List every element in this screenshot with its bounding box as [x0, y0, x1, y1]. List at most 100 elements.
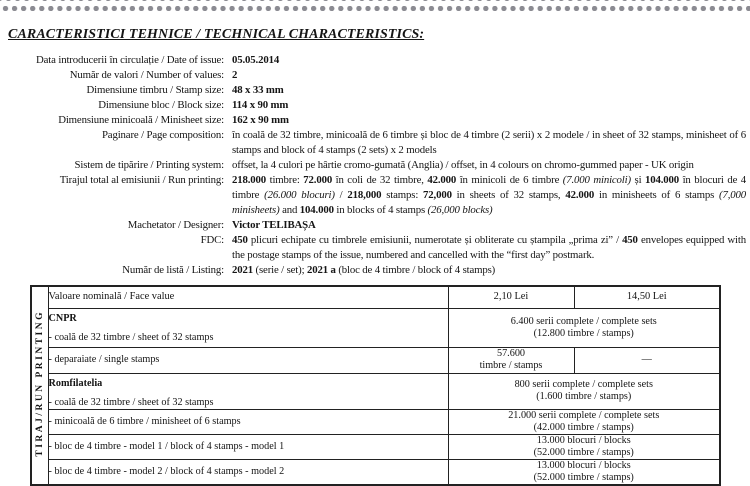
spec-row: Dimensiune bloc / Block size: 114 x 90 mm — [0, 98, 750, 113]
spec-label: Machetator / Designer: — [127, 219, 224, 231]
spec-row: Data introducerii în circulație / Date o… — [0, 53, 750, 68]
text-segment: (7.000 minicoli) — [562, 174, 631, 186]
text-segment: 72.000 — [303, 174, 333, 186]
row-value-merged: 21.000 serii complete / complete sets (42… — [447, 408, 721, 435]
row-item: - minicoală de 6 timbre / minisheet of 6… — [48, 415, 241, 427]
text-segment: in blocks of 4 stamps — [333, 204, 428, 216]
spec-label: Tirajul total al emisiunii / Run printin… — [59, 174, 224, 186]
row-description: - bloc de 4 timbre - model 1 / block of … — [47, 433, 449, 460]
row-value-col2: — — [573, 346, 721, 374]
row-item: - deparaiate / single stamps — [48, 354, 160, 365]
table-header-row: TIRAJ/RUN PRINTING Valoare nominală / Fa… — [30, 285, 721, 485]
text-segment: 162 x 90 mm — [232, 114, 289, 126]
text-segment: 48 x 33 mm — [232, 84, 284, 96]
run-printing-table: TIRAJ/RUN PRINTING Valoare nominală / Fa… — [30, 285, 721, 486]
perforation-dots-border — [0, 0, 750, 13]
row-description: Romfilatelia - coală de 32 timbre / sheet… — [47, 372, 449, 410]
text-segment: (26.000 blocuri) — [264, 189, 335, 201]
group-name: Romfilatelia — [48, 377, 103, 389]
table-row: CNPR - coală de 32 timbre / sheet of 32 s… — [31, 307, 721, 348]
value-line: 13.000 blocuri / blocks — [536, 459, 631, 471]
spec-row: Machetator / Designer: Victor TELIBAȘA — [0, 218, 750, 233]
row-description: CNPR - coală de 32 timbre / sheet of 32 s… — [47, 307, 449, 348]
spec-list: Data introducerii în circulație / Date o… — [0, 53, 750, 278]
row-value-merged: 13.000 blocuri / blocks (52.000 timbre / … — [447, 458, 721, 485]
table-row: - bloc de 4 timbre - model 2 / block of … — [31, 458, 721, 485]
row-item: - coală de 32 timbre / sheet of 32 stamp… — [48, 396, 214, 408]
spec-label: Sistem de tipărire / Printing system: — [74, 159, 225, 171]
text-segment: 42.000 — [565, 189, 595, 201]
face-value-col1: 2,10 Lei — [447, 285, 575, 309]
spec-value: Victor TELIBAȘA — [232, 218, 746, 233]
text-segment: (7,000 minisheets) — [232, 189, 747, 216]
value-line: — — [641, 354, 652, 365]
text-segment: și — [630, 174, 645, 186]
text-segment: 104.000 — [299, 204, 334, 216]
spec-label: Număr de listă / Listing: — [122, 264, 224, 276]
table-vertical-label-cell: TIRAJ/RUN PRINTING — [30, 285, 49, 485]
text-segment: 2021 — [232, 264, 253, 276]
text-segment: 218.000 — [232, 174, 267, 186]
text-segment: 05.05.2014 — [232, 54, 280, 66]
row-item: - bloc de 4 timbre - model 2 / block of … — [48, 465, 285, 477]
text-segment: în coli de 32 timbre, — [332, 174, 428, 186]
table-body: TIRAJ/RUN PRINTING Valoare nominală / Fa… — [30, 285, 721, 485]
text-segment: in minisheets of 6 stamps — [594, 189, 720, 201]
spec-label: Dimensiune timbru / Stamp size: — [86, 84, 225, 96]
spec-row: Număr de listă / Listing: 2021 (serie / s… — [0, 263, 750, 278]
spec-value: 162 x 90 mm — [232, 113, 746, 128]
row-description: - deparaiate / single stamps — [47, 346, 449, 374]
row-description: - bloc de 4 timbre - model 2 / block of … — [47, 458, 449, 485]
row-value-merged: 13.000 blocuri / blocks (52.000 timbre / … — [447, 433, 721, 460]
spec-value: offset, la 4 culori pe hârtie cromo-guma… — [232, 158, 746, 173]
text-segment: 104.000 — [644, 174, 680, 186]
text-segment: 450 — [622, 234, 638, 246]
value-line: (52.000 timbre / stamps) — [533, 446, 634, 458]
text-segment: (bloc de 4 timbre / block of 4 stamps) — [335, 264, 496, 276]
value-line: timbre / stamps — [479, 360, 543, 371]
spec-label: Paginare / Page composition: — [101, 129, 224, 141]
spec-label: Dimensiune bloc / Block size: — [98, 99, 224, 111]
table-row: - deparaiate / single stamps 57.600 timbre… — [31, 346, 721, 374]
group-name: CNPR — [48, 312, 77, 324]
text-segment: 450 — [232, 234, 248, 246]
spec-label: Dimensiune minicoală / Minisheet size: — [58, 114, 224, 126]
spec-row: Număr de valori / Number of values: 2 — [0, 68, 750, 83]
spec-value: 2 — [232, 68, 746, 83]
table-row: - minicoală de 6 timbre / minisheet of 6… — [31, 408, 721, 435]
text-segment: timbre: — [266, 174, 304, 186]
text-segment: 2 — [232, 69, 238, 81]
text-segment: 42.000 — [427, 174, 457, 186]
text-segment: in sheets of 32 stamps, — [451, 189, 566, 201]
text-segment: în coală de 32 timbre, minicoală de 6 ti… — [232, 129, 746, 156]
row-value-merged: 800 serii complete / complete sets (1.600… — [447, 372, 721, 410]
value-line: 21.000 serii complete / complete sets — [508, 409, 660, 421]
spec-value: în coală de 32 timbre, minicoală de 6 ti… — [232, 128, 746, 158]
spec-row: FDC: 450 plicuri echipate cu timbrele emi… — [0, 233, 750, 263]
spec-value: 05.05.2014 — [232, 53, 746, 68]
value-line: 57.600 — [496, 348, 525, 359]
row-item: - coală de 32 timbre / sheet of 32 stamp… — [48, 331, 214, 343]
spec-value: 48 x 33 mm — [232, 83, 746, 98]
text-segment: în blocuri de 4 timbre — [232, 174, 747, 201]
row-item: - bloc de 4 timbre - model 1 / block of … — [48, 440, 285, 452]
spec-label: FDC: — [200, 234, 225, 246]
value-line: (1.600 timbre / stamps) — [536, 391, 632, 402]
face-value-col2: 14,50 Lei — [573, 285, 721, 309]
value-line: (12.800 timbre / stamps) — [533, 327, 634, 339]
spec-label: Data introducerii în circulație / Date o… — [36, 54, 224, 66]
value-line: 6.400 serii complete / complete sets — [510, 315, 657, 327]
table-row: - bloc de 4 timbre - model 1 / block of … — [31, 433, 721, 460]
text-segment: offset, la 4 culori pe hârtie cromo-guma… — [232, 159, 694, 171]
spec-row: Sistem de tipărire / Printing system: off… — [0, 158, 750, 173]
text-segment: 218,000 — [347, 189, 382, 201]
spec-row: Paginare / Page composition: în coală de … — [0, 128, 750, 158]
value-line: 800 serii complete / complete sets — [514, 379, 653, 390]
text-segment: stamps: — [381, 189, 424, 201]
spec-row: Tirajul total al emisiunii / Run printin… — [0, 173, 750, 218]
row-description: - minicoală de 6 timbre / minisheet of 6… — [47, 408, 449, 435]
text-segment: 114 x 90 mm — [232, 99, 289, 111]
value-line: 13.000 blocuri / blocks — [536, 434, 631, 446]
table-vertical-label: TIRAJ/RUN PRINTING — [34, 309, 45, 457]
